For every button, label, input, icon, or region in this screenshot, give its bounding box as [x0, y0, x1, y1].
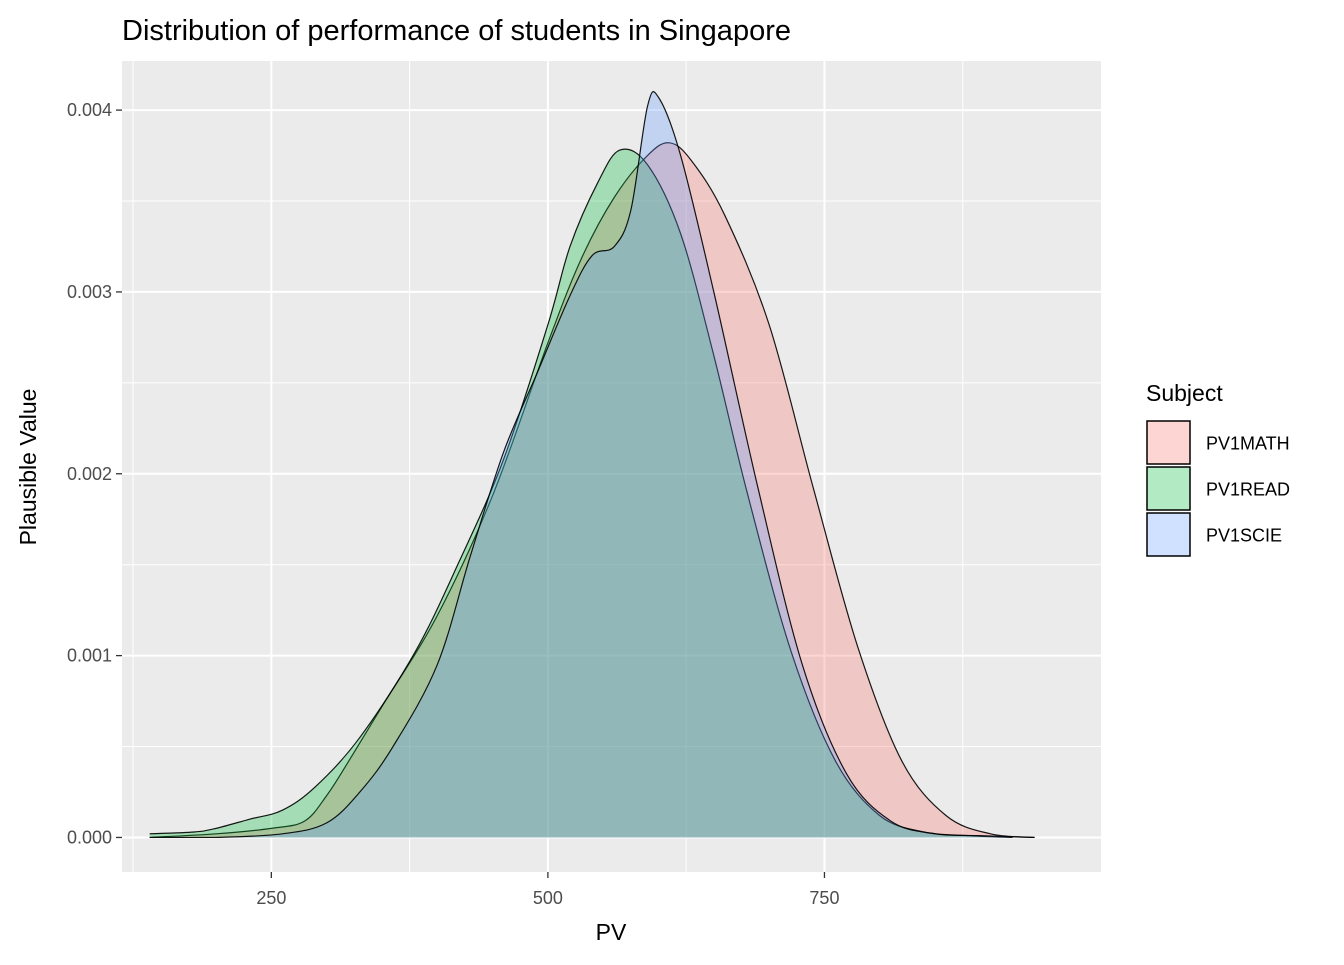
density-line-pv1math: [149, 142, 1035, 839]
legend-key-pv1math: [1146, 420, 1191, 465]
x-axis-title: PV: [596, 919, 627, 945]
density-areas: [149, 91, 1035, 839]
legend-title: Subject: [1146, 380, 1223, 406]
y-axis-title: Plausible Value: [15, 389, 41, 546]
y-tick-label: 0.001: [67, 646, 112, 666]
density-area-pv1read: [149, 149, 1013, 838]
x-axis: 250 500 750: [256, 872, 839, 908]
y-tick-label: 0.002: [67, 464, 112, 484]
minor-gridlines: [122, 61, 1101, 872]
x-tick-label: 250: [256, 888, 286, 908]
density-line-pv1scie: [149, 91, 1035, 839]
plot-panel: [122, 61, 1101, 872]
y-tick-label: 0.000: [67, 827, 112, 847]
x-tick-label: 500: [533, 888, 563, 908]
legend-label-pv1math: PV1MATH: [1206, 434, 1290, 454]
y-tick-label: 0.003: [67, 282, 112, 302]
density-area-pv1math: [149, 142, 1035, 838]
density-line-pv1read: [149, 148, 1013, 839]
legend-key-pv1scie: [1146, 512, 1191, 557]
density-area-pv1scie: [149, 91, 1035, 838]
y-tick-label: 0.004: [67, 100, 112, 120]
legend-label-pv1read: PV1READ: [1206, 480, 1290, 500]
x-tick-label: 750: [809, 888, 839, 908]
y-axis: 0.000 0.001 0.002 0.003 0.004: [67, 100, 122, 847]
legend-label-pv1scie: PV1SCIE: [1206, 526, 1282, 546]
legend-key-pv1read: [1146, 466, 1191, 511]
chart-title: Distribution of performance of students …: [122, 15, 791, 47]
legend: Subject PV1MATH PV1READ PV1SCIE: [1146, 380, 1290, 557]
major-gridlines: [122, 61, 1101, 872]
